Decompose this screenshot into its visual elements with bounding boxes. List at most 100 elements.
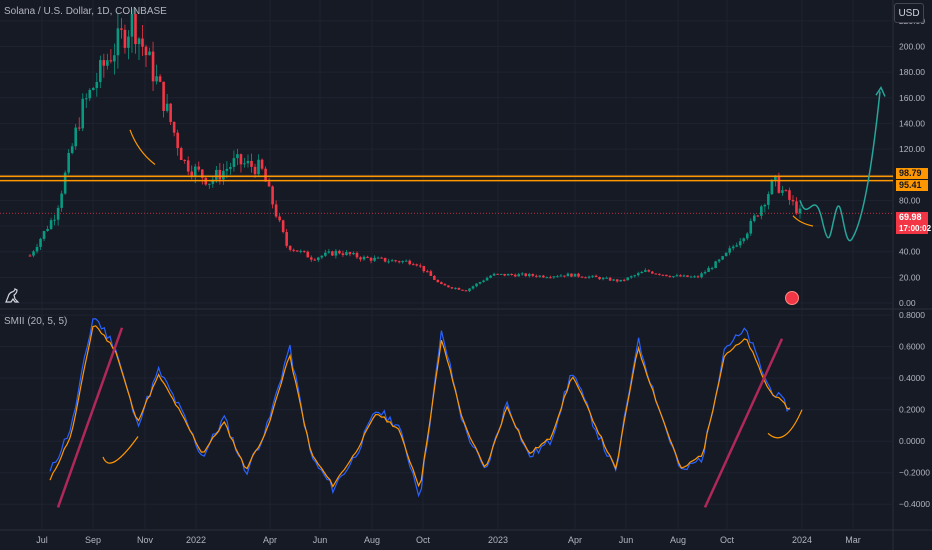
time-tick-label: Aug	[670, 535, 686, 545]
time-tick-label: Sep	[85, 535, 101, 545]
candle-body	[239, 154, 243, 165]
candle-body	[264, 168, 267, 182]
candle-body	[433, 275, 436, 280]
candle-body	[763, 204, 767, 207]
candle-body	[348, 252, 352, 255]
candle-body	[464, 290, 468, 292]
resistance-bottom-tag: 95.41	[896, 180, 928, 191]
currency-button[interactable]: USD	[894, 3, 924, 23]
candle-body	[127, 36, 130, 48]
candle-body	[327, 251, 331, 253]
candle-body	[225, 168, 229, 171]
candle-body	[285, 232, 288, 246]
candle-body	[777, 175, 781, 193]
candle-body	[436, 279, 440, 283]
smii-slow-line	[49, 325, 791, 488]
candle-body	[334, 250, 338, 256]
smii-fast-line	[49, 318, 791, 498]
candle-body	[324, 252, 327, 256]
candle-body	[745, 233, 749, 239]
candle-body	[320, 255, 324, 258]
price-tick-label: 40.00	[899, 247, 921, 257]
candle-body	[499, 273, 503, 275]
candle-body	[749, 220, 753, 234]
candle-body	[88, 89, 92, 99]
candle-body	[767, 194, 770, 205]
smii-tick-label: −0.2000	[899, 468, 930, 478]
candle-body	[411, 264, 415, 266]
time-tick-label: Jun	[619, 535, 634, 545]
countdown-tag: 17:00:02	[896, 223, 931, 234]
price-tick-label: 160.00	[899, 93, 925, 103]
candle-body	[517, 274, 521, 277]
candle-body	[165, 103, 169, 111]
candle-body	[123, 29, 127, 48]
candle-body	[629, 276, 633, 278]
candle-body	[675, 275, 679, 277]
annotation-arrow	[102, 436, 139, 464]
dino-logo-icon[interactable]	[3, 287, 21, 305]
candle-body	[200, 169, 204, 178]
time-tick-label: Oct	[720, 535, 735, 545]
candle-body	[429, 271, 433, 276]
candle-body	[538, 275, 542, 277]
indicator-title: SMII (20, 5, 5)	[4, 316, 68, 327]
candle-body	[387, 261, 390, 263]
time-tick-label: Apr	[263, 535, 277, 545]
candle-body	[53, 219, 56, 221]
candle-body	[626, 277, 630, 281]
candle-body	[549, 277, 552, 279]
candle-body	[281, 220, 285, 233]
candle-body	[77, 127, 81, 129]
time-tick-label: 2022	[186, 535, 206, 545]
candle-body	[580, 276, 584, 278]
candle-body	[707, 268, 710, 272]
candle-body	[587, 276, 591, 278]
candle-body	[236, 154, 239, 159]
candle-body	[302, 250, 306, 252]
candle-body	[317, 257, 320, 261]
candle-body	[67, 152, 70, 173]
candle-body	[197, 166, 201, 170]
candle-body	[32, 251, 35, 256]
time-tick-label: 2023	[488, 535, 508, 545]
candle-body	[612, 279, 615, 281]
last-price-tag: 69.98	[896, 212, 928, 223]
candle-body	[728, 248, 731, 253]
smii-tick-label: 0.8000	[899, 310, 925, 320]
smii-trendline	[56, 327, 124, 508]
candle-body	[647, 270, 651, 272]
candle-body	[81, 98, 85, 129]
candle-body	[559, 275, 563, 277]
time-tick-label: Jul	[36, 535, 48, 545]
candle-body	[155, 76, 158, 82]
candle-body	[99, 60, 102, 83]
candle-body	[422, 265, 426, 272]
candle-body	[454, 287, 457, 289]
time-tick-label: Apr	[568, 535, 582, 545]
us-flag-event-icon[interactable]	[785, 291, 799, 305]
candle-body	[738, 241, 742, 246]
candle-body	[257, 159, 260, 175]
candle-body	[686, 275, 689, 277]
candle-body	[742, 238, 746, 242]
candle-body	[404, 260, 408, 262]
candle-body	[313, 259, 317, 261]
candle-body	[426, 271, 429, 273]
candle-body	[267, 181, 271, 187]
candle-body	[299, 250, 303, 252]
smii-tick-label: 0.4000	[899, 373, 925, 383]
candle-body	[531, 274, 535, 276]
price-tick-label: 200.00	[899, 41, 925, 51]
candle-body	[380, 257, 383, 259]
candle-body	[791, 199, 795, 202]
time-tick-label: Aug	[364, 535, 380, 545]
candle-body	[633, 275, 637, 277]
candle-body	[292, 249, 295, 251]
candle-body	[345, 252, 348, 255]
candle-body	[102, 60, 106, 66]
candle-body	[496, 273, 499, 275]
candle-body	[91, 88, 95, 90]
candle-body	[151, 51, 155, 82]
